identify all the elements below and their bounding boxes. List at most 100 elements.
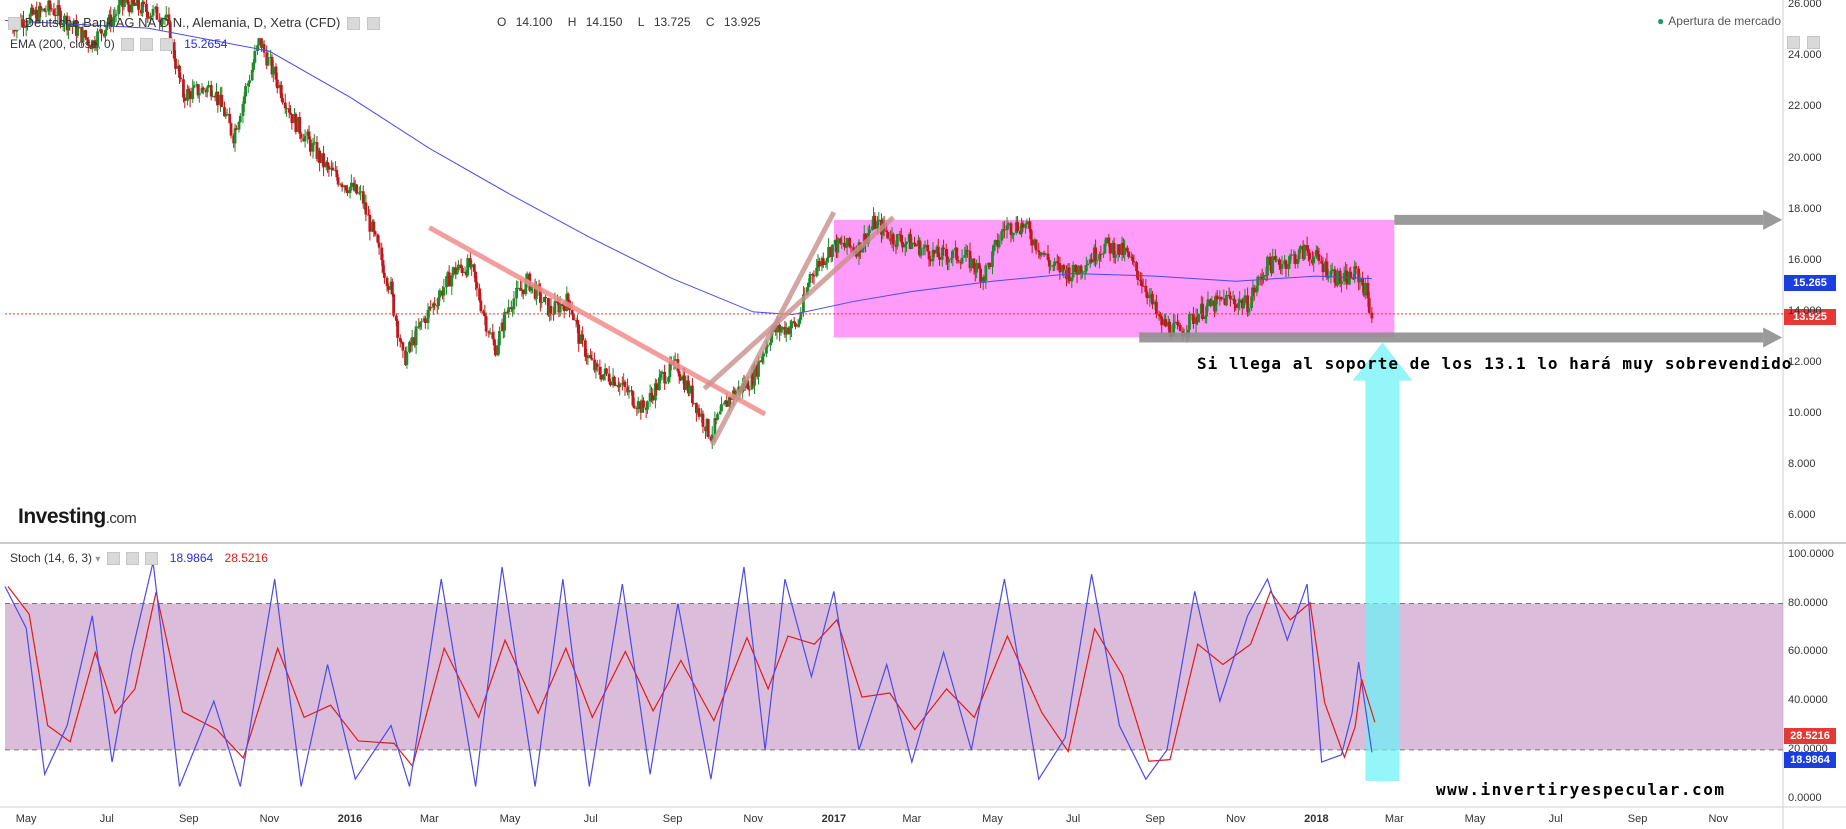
stoch-legend[interactable]: Stoch (14, 6, 3) ▾ 18.9864 28.5216	[10, 551, 268, 566]
candle-body	[965, 249, 969, 251]
candle-body	[765, 346, 768, 354]
candle-body	[1190, 313, 1194, 315]
candle-body	[1148, 295, 1152, 299]
stoch-band	[5, 603, 1783, 750]
candle-body	[224, 115, 228, 117]
pane-maximize-icon[interactable]	[1807, 36, 1820, 50]
candle-body	[1284, 260, 1288, 270]
time-axis-tick: 2016	[337, 813, 363, 825]
candle-body	[1238, 299, 1242, 304]
ema-settings-icon[interactable]	[140, 38, 154, 52]
candle-body	[1308, 252, 1312, 260]
candle-body	[1132, 261, 1136, 263]
stoch-settings-icon[interactable]	[126, 552, 140, 566]
candle-body	[133, 2, 136, 6]
candle-body	[287, 108, 291, 113]
time-axis-tick: May	[499, 813, 521, 825]
candle-body	[746, 380, 750, 390]
candle-body	[1030, 239, 1034, 246]
candle-body	[1173, 321, 1177, 324]
candle-body	[1002, 229, 1006, 231]
candle-body	[344, 185, 348, 191]
candle-body	[692, 402, 696, 404]
low-label: L	[637, 15, 645, 29]
candle-body	[93, 40, 97, 48]
candle-body	[357, 192, 361, 194]
low-value: 13.725	[653, 15, 691, 29]
candle-body	[798, 319, 801, 325]
candle-body	[451, 267, 455, 276]
candle-body	[1273, 256, 1277, 260]
legend-close-icon[interactable]	[366, 17, 380, 31]
candle-body	[840, 242, 844, 244]
stoch-close-icon[interactable]	[145, 552, 159, 566]
ema-legend[interactable]: EMA (200, close, 0) 15.2654	[10, 37, 227, 52]
candle-body	[431, 303, 435, 308]
candle-body	[475, 282, 479, 289]
time-axis-tick: Jul	[583, 813, 598, 825]
candle-body	[734, 391, 738, 397]
stoch-visibility-icon[interactable]	[106, 552, 120, 566]
candle-body	[1047, 259, 1051, 267]
legend-settings-icon[interactable]	[346, 17, 360, 31]
pane-up-icon[interactable]	[1786, 36, 1800, 50]
candle-body	[111, 17, 115, 27]
candle-body	[951, 250, 955, 258]
stoch-axis-tick: 100.0000	[1788, 547, 1834, 560]
candle-body	[299, 133, 303, 139]
candle-body	[26, 23, 29, 26]
candle-body	[553, 301, 557, 315]
candle-body	[113, 15, 117, 18]
candle-body	[770, 332, 774, 343]
candle-body	[558, 303, 562, 313]
candle-body	[253, 51, 257, 63]
candle-body	[386, 286, 390, 290]
candle-body	[209, 85, 213, 97]
candle-body	[839, 238, 842, 244]
instrument-legend[interactable]: Deutsche Bank AG NA O.N., Alemania, D, X…	[8, 15, 380, 31]
ema-visibility-icon[interactable]	[121, 38, 135, 52]
candle-body	[318, 150, 322, 164]
candle-body	[664, 381, 668, 384]
time-axis-tick: 2017	[821, 813, 847, 825]
candle-body	[651, 395, 655, 401]
candle-body	[993, 239, 997, 245]
candle-body	[1046, 253, 1050, 260]
candle-body	[525, 273, 529, 280]
pane-controls[interactable]	[1784, 34, 1820, 52]
ema-close-icon[interactable]	[159, 38, 173, 52]
candle-body	[648, 393, 652, 402]
candle-body	[1021, 223, 1025, 228]
candle-body	[252, 62, 255, 70]
candle-body	[1099, 254, 1103, 256]
candle-body	[922, 247, 926, 249]
candle-body	[590, 358, 594, 360]
downtrend-line	[428, 225, 767, 417]
candle-body	[1252, 287, 1256, 293]
time-axis-tick: Jul	[99, 813, 114, 825]
candle-body	[1051, 265, 1055, 267]
candle-body	[780, 326, 784, 330]
candle-body	[1205, 306, 1209, 317]
candle-body	[956, 259, 960, 262]
candle-body	[438, 290, 442, 298]
candle-body	[1234, 304, 1238, 309]
collapse-icon[interactable]	[8, 17, 21, 31]
candle-body	[1316, 250, 1320, 255]
candle-body	[1271, 256, 1275, 274]
stoch-dropdown-icon[interactable]: ▾	[95, 554, 101, 565]
candle-body	[468, 258, 472, 268]
candle-body	[552, 313, 556, 315]
candle-body	[988, 263, 992, 267]
time-axis-tick: Nov	[1708, 813, 1728, 825]
candle-body	[788, 328, 792, 334]
price-axis-tick: 16.000	[1788, 253, 1822, 266]
candle-body	[575, 320, 579, 325]
candle-body	[182, 79, 185, 98]
candle-body	[836, 238, 840, 253]
candle-body	[706, 419, 710, 437]
logo-suffix: .com	[105, 510, 137, 527]
candle-body	[1020, 223, 1023, 234]
time-axis-tick: 2018	[1304, 813, 1329, 825]
candle-body	[130, 0, 134, 13]
